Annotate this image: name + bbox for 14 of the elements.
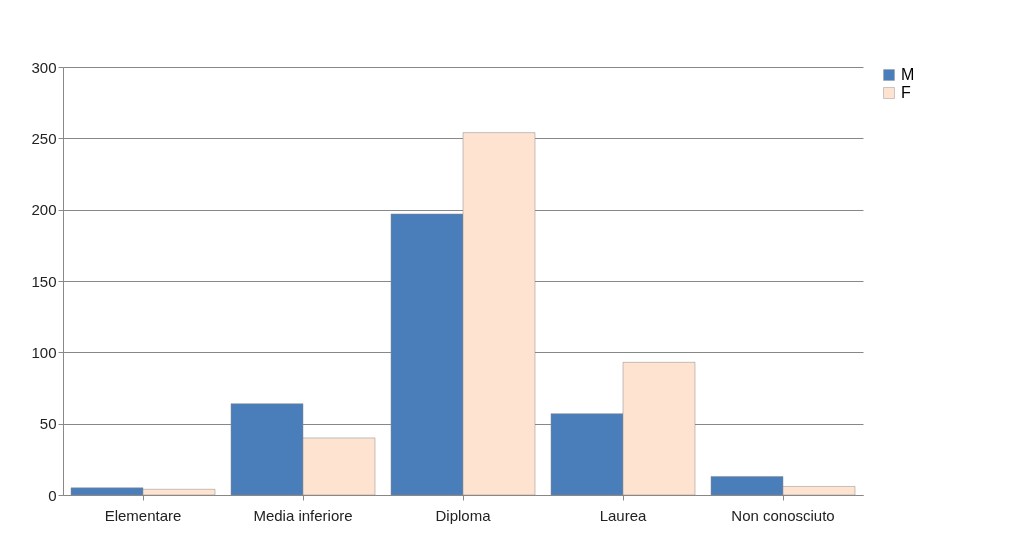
legend-label: F (901, 84, 911, 101)
x-tick-label: Laurea (599, 506, 647, 524)
y-tick-label: 50 (39, 415, 57, 433)
legend-label: M (901, 66, 915, 83)
y-tick-label: 0 (48, 486, 57, 504)
x-tick-label: Non conosciuto (731, 506, 835, 524)
y-tick-label: 300 (31, 58, 57, 76)
y-tick-label: 250 (31, 129, 57, 147)
y-tick-label: 200 (31, 201, 57, 219)
x-tick-label: Diploma (435, 506, 492, 524)
x-tick-label: Media inferiore (253, 506, 353, 524)
y-tick-label: 100 (31, 343, 57, 361)
x-tick-label: Elementare (104, 506, 182, 524)
y-tick-label: 150 (31, 272, 57, 290)
